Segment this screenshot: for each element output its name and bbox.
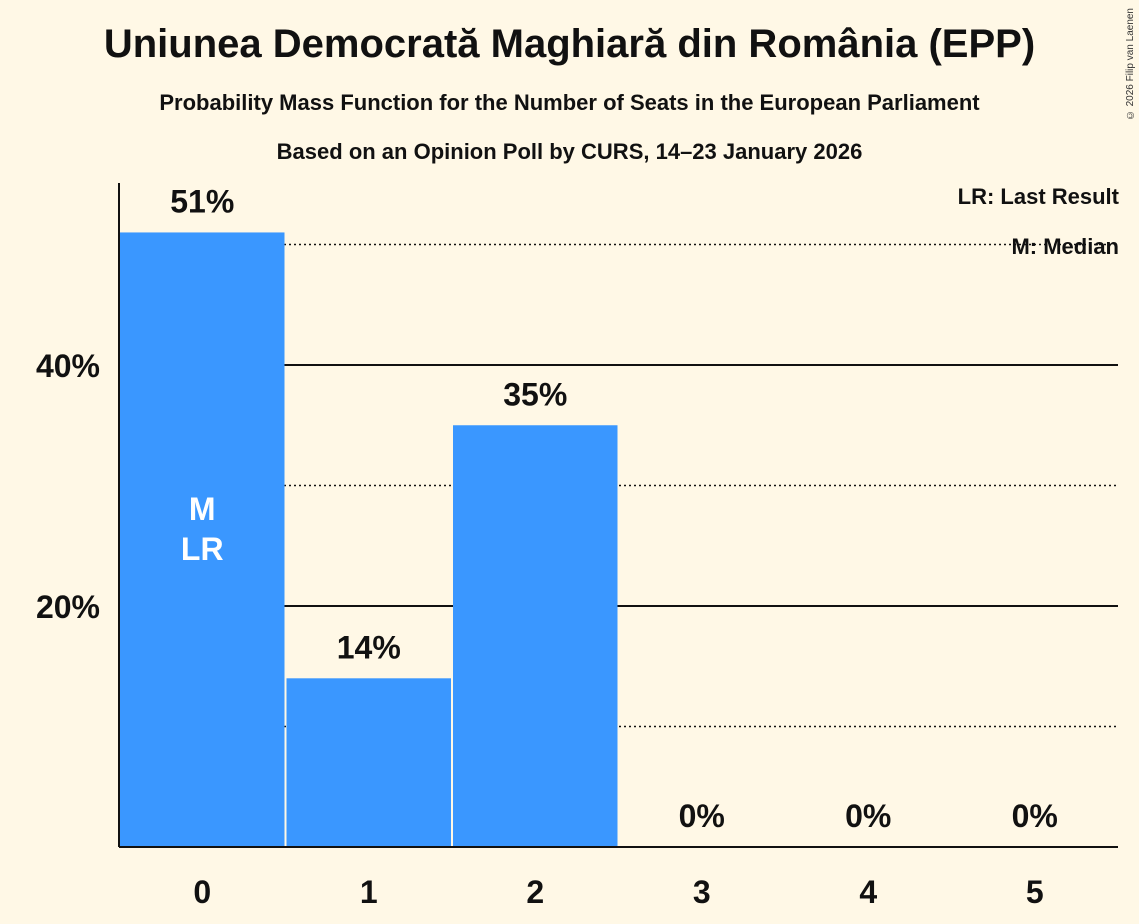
chart-source: Based on an Opinion Poll by CURS, 14–23 … xyxy=(276,139,863,164)
bar-0 xyxy=(120,232,285,847)
value-label: 51% xyxy=(170,183,234,219)
chart-subtitle: Probability Mass Function for the Number… xyxy=(159,90,980,115)
value-label: 0% xyxy=(1012,798,1058,834)
chart-title: Uniunea Democrată Maghiară din România (… xyxy=(103,22,1036,66)
x-tick-label: 3 xyxy=(693,874,711,910)
value-label: 35% xyxy=(503,376,567,412)
value-label: 0% xyxy=(679,798,725,834)
x-tick-label: 0 xyxy=(193,874,211,910)
value-label: 14% xyxy=(337,629,401,665)
x-tick-label: 2 xyxy=(526,874,544,910)
x-tick-label: 4 xyxy=(859,874,877,910)
legend-last-result: LR: Last Result xyxy=(957,184,1119,209)
y-tick-label: 40% xyxy=(36,348,100,384)
bar-annotation: M xyxy=(189,491,216,527)
bar-2 xyxy=(453,425,618,847)
legend-median: M: Median xyxy=(1011,234,1119,259)
x-tick-label: 5 xyxy=(1026,874,1044,910)
bar-1 xyxy=(286,678,451,847)
y-tick-label: 20% xyxy=(36,589,100,625)
x-tick-label: 1 xyxy=(360,874,378,910)
value-label: 0% xyxy=(845,798,891,834)
bar-annotation: LR xyxy=(181,531,224,567)
